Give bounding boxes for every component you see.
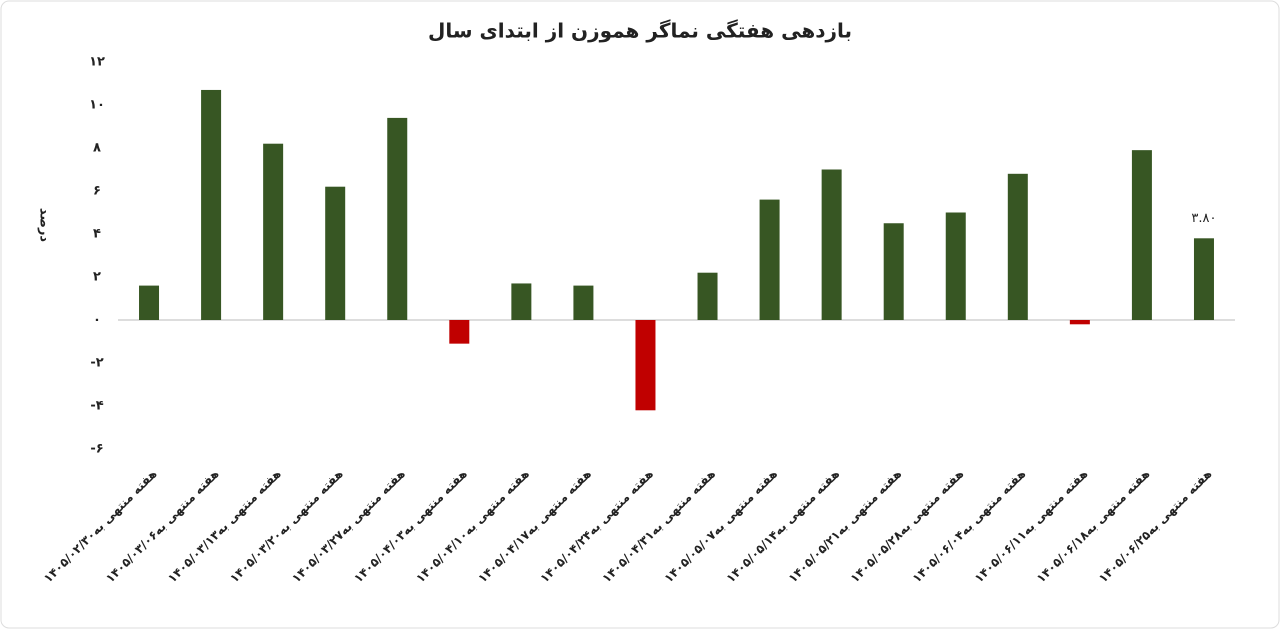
bar (511, 283, 532, 320)
bar (387, 117, 408, 321)
chart-title: بازدهی هفتگی نماگر هموزن از ابتدای سال (428, 19, 852, 43)
bar (1193, 238, 1214, 320)
bar (1069, 320, 1090, 325)
bar (821, 169, 842, 320)
y-tick-label: ۱۰ (89, 98, 105, 113)
bar (635, 320, 656, 411)
y-tick-label: ۱۲ (89, 55, 105, 70)
bar (449, 320, 470, 344)
bar (201, 89, 222, 320)
bar (1007, 173, 1028, 320)
y-tick-label: ۴ (93, 227, 101, 242)
y-tick-label: ۸ (93, 141, 101, 156)
bar (325, 186, 346, 320)
bar (1131, 150, 1152, 320)
y-tick-label: ۲ (93, 270, 101, 285)
bar (139, 285, 160, 320)
bar (697, 272, 718, 320)
bar (883, 223, 904, 320)
bar (759, 199, 780, 320)
y-tick-label: -۶ (90, 442, 103, 457)
y-tick-label: -۲ (90, 356, 103, 371)
bar (573, 285, 594, 320)
y-tick-label: -۴ (90, 399, 103, 414)
data-label: ۳.۸۰ (1191, 211, 1216, 226)
bar (945, 212, 966, 320)
y-tick-label: ۰ (93, 313, 101, 328)
y-axis-title: درصد (37, 208, 52, 243)
y-tick-label: ۶ (93, 184, 101, 199)
bar (263, 143, 284, 320)
